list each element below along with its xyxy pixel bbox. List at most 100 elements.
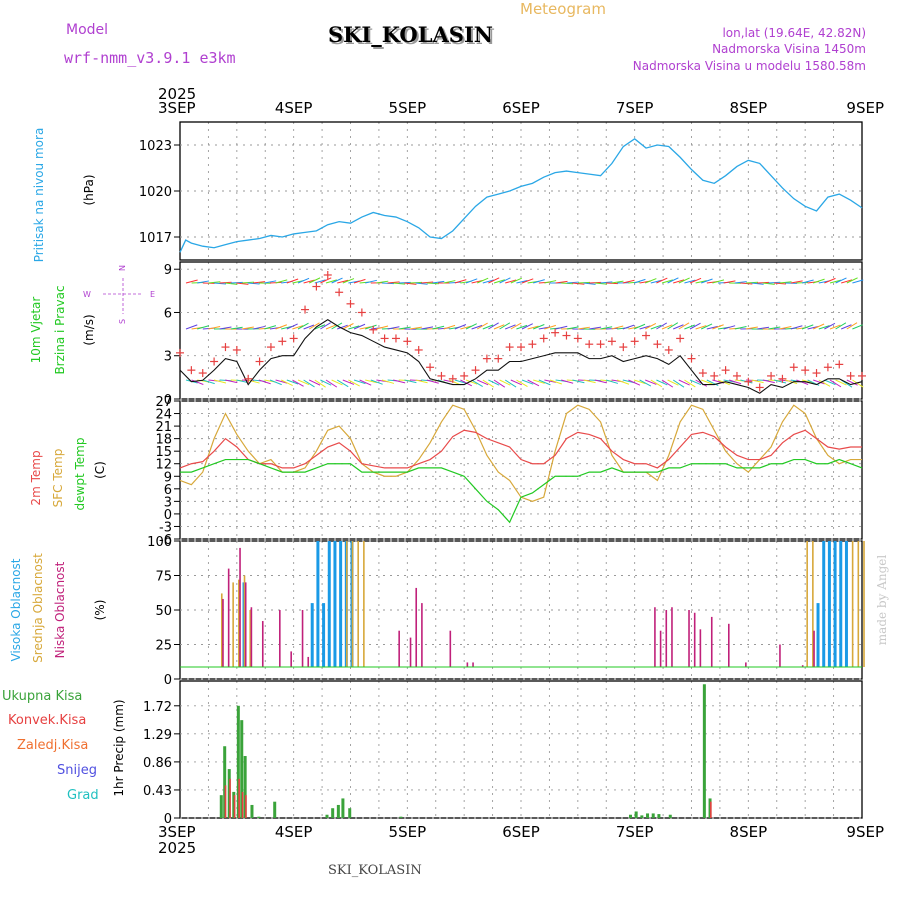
wind-arrow xyxy=(684,379,696,388)
wind-arrow xyxy=(482,379,494,388)
wind-arrow xyxy=(275,279,288,284)
wind-arrow xyxy=(197,325,209,330)
wind-arrow xyxy=(611,280,624,284)
wind-arrow xyxy=(225,379,238,384)
precip-bars xyxy=(219,684,712,818)
wind-arrow xyxy=(359,326,371,330)
wind-arrow xyxy=(790,325,803,330)
wind-arrow xyxy=(773,282,787,285)
legend-zaledj: Zaledj.Kisa xyxy=(17,738,88,753)
wind-arrow xyxy=(734,281,747,284)
wind-arrow xyxy=(264,280,277,284)
wind-arrow xyxy=(829,324,841,330)
wind-arrow xyxy=(661,324,673,330)
wind-ylabel: (m/s) xyxy=(82,314,96,345)
wind-arrow xyxy=(555,325,568,330)
wind-arrow xyxy=(835,277,847,284)
wind-arrow xyxy=(409,326,422,330)
cloud-bar xyxy=(415,587,418,667)
wind-arrow xyxy=(387,281,400,284)
wind-arrow xyxy=(331,379,343,386)
wind-arrow xyxy=(740,282,753,285)
wind-arrow xyxy=(852,379,864,388)
year-bottom: 2025 xyxy=(158,839,196,857)
wind-arrow xyxy=(292,325,304,330)
wind-arrow xyxy=(801,324,814,330)
wind-arrow xyxy=(605,379,619,384)
wind-arrow xyxy=(365,279,378,284)
wind-arrow xyxy=(617,379,630,385)
cloud-bar xyxy=(222,598,224,667)
wind-arrow xyxy=(253,281,266,284)
cloud-bar xyxy=(307,656,310,667)
precip-bar xyxy=(640,815,644,818)
wind-arrow xyxy=(846,379,858,386)
wind-arrow xyxy=(801,279,814,284)
wind-arrow xyxy=(325,379,338,388)
wind-arrow xyxy=(185,279,198,284)
wind-arrow xyxy=(208,281,221,284)
wind-arrow xyxy=(303,279,315,284)
wind-arrow xyxy=(191,379,204,385)
ytick-label: 0 xyxy=(164,508,172,523)
wind-arrow xyxy=(510,379,522,386)
wind-arrow xyxy=(493,324,505,330)
wind-arrow xyxy=(297,277,310,284)
wind-arrow xyxy=(572,282,585,285)
day-label-top: 6SEP xyxy=(502,99,540,117)
ytick-label: -6 xyxy=(159,533,172,548)
wind-arrow xyxy=(230,326,243,330)
wind-arrow xyxy=(533,324,545,330)
legend-grad: Grad xyxy=(67,788,99,803)
wind-arrow xyxy=(415,282,428,285)
wind-arrow xyxy=(393,379,406,384)
ytick-label: 0 xyxy=(164,393,172,408)
wind-arrow xyxy=(499,322,511,330)
wind-arrow xyxy=(723,325,736,330)
wind-arrow xyxy=(852,279,864,284)
wind-arrow xyxy=(499,379,511,386)
ytick-label: 24 xyxy=(155,408,172,423)
cloud-bar xyxy=(316,541,320,667)
ytick-label: 27 xyxy=(155,395,172,410)
wind-arrow xyxy=(286,278,299,284)
wind-arrow xyxy=(656,277,668,284)
wind-arrow xyxy=(673,279,685,284)
compass-w: W xyxy=(83,290,91,299)
wind-arrow xyxy=(751,282,764,285)
wind-arrow xyxy=(482,324,494,330)
wind-arrow xyxy=(645,379,657,385)
wind-arrow xyxy=(460,325,472,330)
ytick-label: 100 xyxy=(147,535,172,550)
cloud-bar xyxy=(659,630,662,667)
wind-arrow xyxy=(785,379,798,385)
day-label-bottom: 6SEP xyxy=(502,823,540,841)
wind-arrow xyxy=(325,324,337,330)
wind-arrow xyxy=(600,326,613,330)
precip-bar xyxy=(657,814,661,818)
pressure-line xyxy=(179,138,863,253)
ytick-label: 0 xyxy=(164,812,172,827)
precip-bar xyxy=(245,795,247,818)
cloud-bar xyxy=(421,603,423,667)
wind-arrow xyxy=(376,280,389,284)
wind-arrow xyxy=(286,323,298,330)
wind-arrow xyxy=(533,379,545,384)
wind-arrow xyxy=(768,326,781,330)
wind-arrow xyxy=(633,323,646,330)
wind-arrow xyxy=(818,379,831,387)
cloud-bar xyxy=(863,541,865,667)
wind-arrow xyxy=(353,278,366,284)
wind-arrow xyxy=(421,326,434,330)
wind-arrow xyxy=(393,282,406,285)
product-title: Meteogram xyxy=(520,0,606,18)
panel-frames xyxy=(179,121,863,819)
wind-arrow xyxy=(644,323,657,330)
wind-arrow xyxy=(650,324,662,330)
precip-bar xyxy=(223,746,227,818)
station-title: SKI_KOLASIN xyxy=(328,22,493,47)
ytick-label: 9 xyxy=(164,470,172,485)
wind-arrow xyxy=(297,322,309,330)
cloud-ylabel: (%) xyxy=(93,600,107,621)
pressure-title: Pritisak na nivou mora xyxy=(32,128,46,263)
